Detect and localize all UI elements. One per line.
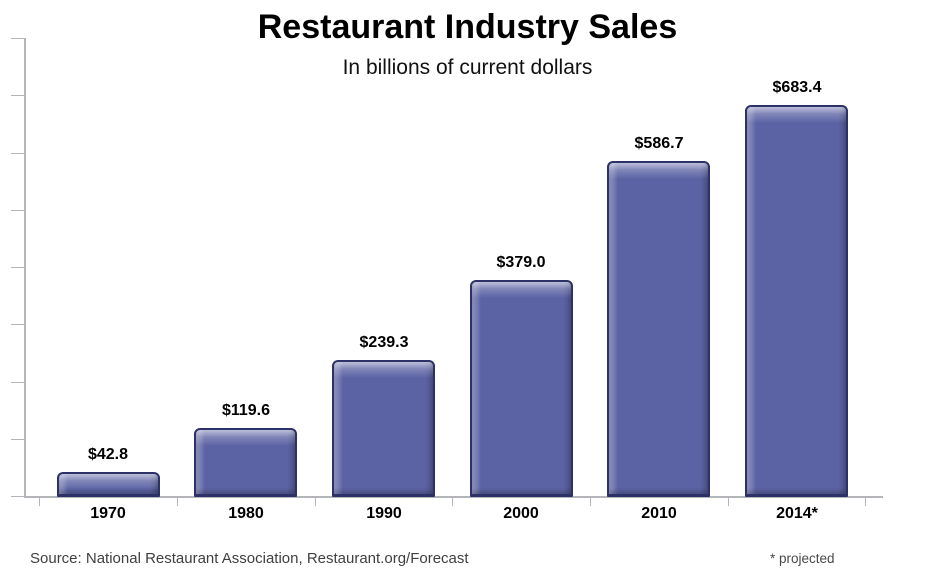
bar-value-label: $239.3 xyxy=(359,334,409,351)
bar xyxy=(607,161,710,497)
bar-value-label: $683.4 xyxy=(772,79,822,96)
x-axis-tick xyxy=(177,498,178,506)
bar xyxy=(194,428,297,497)
bar xyxy=(57,472,160,497)
bar xyxy=(745,105,848,497)
x-axis-tick xyxy=(39,498,40,506)
source-note: Source: National Restaurant Association,… xyxy=(30,550,469,567)
y-axis-line xyxy=(24,38,26,498)
y-axis-tick xyxy=(11,382,25,383)
bar-value-label: $42.8 xyxy=(87,446,129,463)
y-axis-tick xyxy=(11,496,25,497)
bar-value-label: $119.6 xyxy=(221,402,271,419)
x-axis-tick xyxy=(865,498,866,506)
chart-subtitle: In billions of current dollars xyxy=(342,56,593,79)
x-axis-tick xyxy=(728,498,729,506)
x-axis-label: 1980 xyxy=(228,505,264,522)
x-axis-label: 2010 xyxy=(641,505,677,522)
y-axis-tick xyxy=(11,210,25,211)
x-axis-label: 2014* xyxy=(776,505,818,522)
y-axis-tick xyxy=(11,38,25,39)
x-axis-label: 2000 xyxy=(503,505,539,522)
chart-title: Restaurant Industry Sales xyxy=(257,8,678,46)
bar xyxy=(332,360,435,497)
x-axis-tick xyxy=(315,498,316,506)
y-axis-tick xyxy=(11,324,25,325)
y-axis-tick xyxy=(11,153,25,154)
bar-value-label: $379.0 xyxy=(496,254,546,271)
y-axis-tick xyxy=(11,95,25,96)
bar-value-label: $586.7 xyxy=(634,135,684,152)
y-axis-tick xyxy=(11,439,25,440)
bar xyxy=(470,280,573,497)
x-axis-line xyxy=(25,496,883,498)
x-axis-tick xyxy=(452,498,453,506)
projected-note: * projected xyxy=(770,551,835,566)
x-axis-label: 1990 xyxy=(366,505,402,522)
x-axis-label: 1970 xyxy=(90,505,126,522)
y-axis-tick xyxy=(11,267,25,268)
x-axis-tick xyxy=(590,498,591,506)
